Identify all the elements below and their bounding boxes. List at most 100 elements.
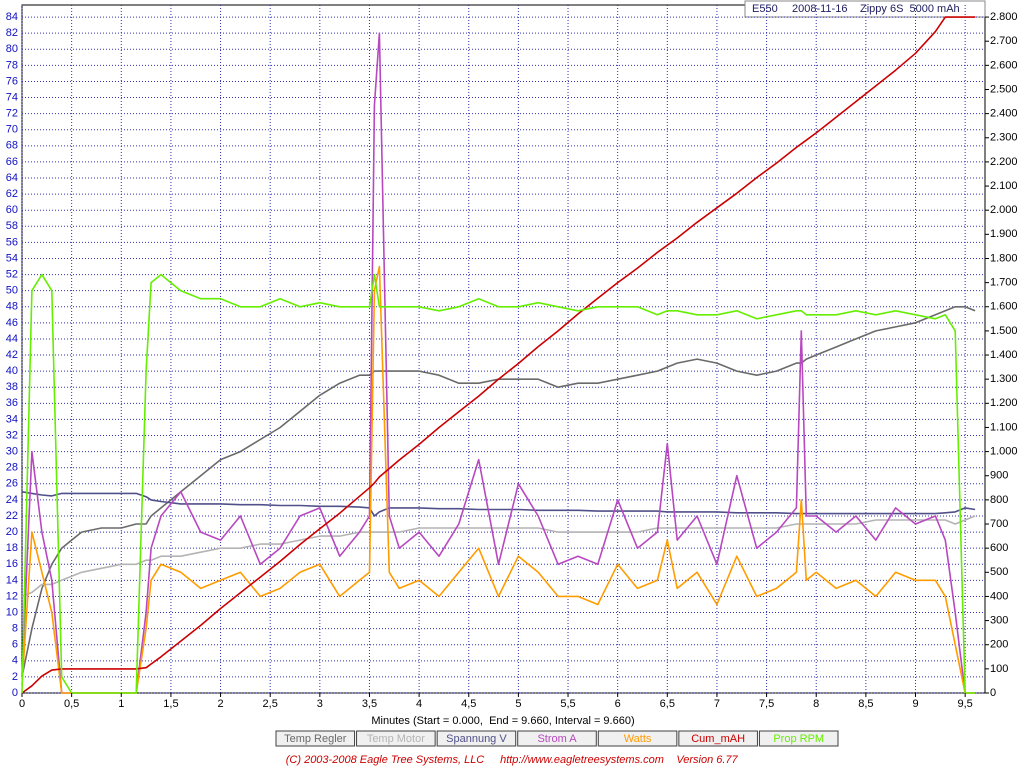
y-tick-label: 18 <box>6 542 18 554</box>
legend-label: Temp Regler <box>284 733 347 745</box>
y-tick-label: 68 <box>6 140 18 152</box>
header-subtitle: Zippy 6S 5000 mAh <box>860 3 960 15</box>
legend-button <box>275 730 356 747</box>
y-tick-label: 14 <box>6 574 18 586</box>
y2-tick-label: 0 <box>990 687 996 699</box>
y-tick-label: 46 <box>6 317 18 329</box>
x-tick-label: 9,5 <box>957 698 972 710</box>
legend-label: Temp Motor <box>367 733 425 745</box>
y-tick-label: 78 <box>6 59 18 71</box>
y2-tick-label: 2.600 <box>990 59 1018 71</box>
y-tick-label: 12 <box>6 590 18 602</box>
x-tick-label: 6,5 <box>660 698 675 710</box>
y2-tick-label: 1.100 <box>990 421 1018 433</box>
y2-tick-label: 2.500 <box>990 83 1018 95</box>
legend-label: Cum_mAH <box>691 733 745 745</box>
y-tick-label: 60 <box>6 204 18 216</box>
y2-tick-label: 500 <box>990 566 1008 578</box>
y-tick-label: 62 <box>6 188 18 200</box>
y-tick-label: 56 <box>6 236 18 248</box>
y-tick-label: 64 <box>6 172 18 184</box>
y2-tick-label: 1.000 <box>990 446 1018 458</box>
y2-tick-label: 700 <box>990 518 1008 530</box>
legend-label: Watts <box>624 733 652 745</box>
y-tick-label: 30 <box>6 446 18 458</box>
y-tick-label: 24 <box>6 494 18 506</box>
x-tick-label: 1 <box>118 698 124 710</box>
y-tick-label: 8 <box>12 623 18 635</box>
y-tick-label: 42 <box>6 349 18 361</box>
y2-tick-label: 300 <box>990 614 1008 626</box>
x-tick-label: 7 <box>714 698 720 710</box>
x-tick-label: 4,5 <box>461 698 476 710</box>
y-tick-label: 70 <box>6 124 18 136</box>
y-tick-label: 10 <box>6 606 18 618</box>
y-tick-label: 80 <box>6 43 18 55</box>
x-tick-label: 4 <box>416 698 422 710</box>
y2-tick-label: 1.800 <box>990 252 1018 264</box>
y-tick-label: 72 <box>6 108 18 120</box>
x-tick-label: 3,5 <box>362 698 377 710</box>
y-tick-label: 50 <box>6 285 18 297</box>
x-tick-label: 8 <box>813 698 819 710</box>
x-axis-label: Minutes (Start = 0.000, End = 9.660, Int… <box>371 715 634 727</box>
y-tick-label: 16 <box>6 558 18 570</box>
series-line <box>21 16 976 694</box>
y2-tick-label: 2.200 <box>990 156 1018 168</box>
y2-tick-label: 200 <box>990 639 1008 651</box>
x-tick-label: 9 <box>912 698 918 710</box>
series-line <box>21 491 976 517</box>
y-tick-label: 82 <box>6 27 18 39</box>
version: Version 6.77 <box>676 754 738 766</box>
y-tick-label: 74 <box>6 91 18 103</box>
y2-tick-label: 1.700 <box>990 277 1018 289</box>
y2-tick-label: 2.700 <box>990 35 1018 47</box>
x-tick-label: 8,5 <box>858 698 873 710</box>
legend-button <box>356 730 436 747</box>
series-line <box>21 515 976 598</box>
url: http://www.eagletreesystems.com <box>500 754 664 766</box>
y2-tick-label: 1.500 <box>990 325 1018 337</box>
x-tick-label: 2,5 <box>263 698 278 710</box>
y2-tick-label: 100 <box>990 663 1008 675</box>
y-tick-label: 34 <box>6 413 18 425</box>
series-line <box>21 273 976 694</box>
legend-button <box>597 730 678 747</box>
x-tick-label: 1,5 <box>163 698 178 710</box>
series-lines <box>21 16 976 694</box>
legend-label: Spannung V <box>446 733 507 745</box>
y2-tick-label: 1.200 <box>990 397 1018 409</box>
x-tick-label: 5 <box>515 698 521 710</box>
series-line <box>21 32 976 694</box>
y-tick-label: 2 <box>12 671 18 683</box>
y-tick-label: 54 <box>6 252 18 264</box>
y-tick-label: 0 <box>12 687 18 699</box>
legend-label: Prop RPM <box>773 733 824 745</box>
y2-tick-label: 600 <box>990 542 1008 554</box>
legend-button <box>517 730 597 747</box>
x-tick-label: 2 <box>217 698 223 710</box>
y2-tick-label: 800 <box>990 494 1008 506</box>
series-line <box>21 265 976 694</box>
x-tick-label: 7,5 <box>759 698 774 710</box>
y-tick-label: 26 <box>6 478 18 490</box>
y-tick-label: 6 <box>12 639 18 651</box>
y2-tick-label: 400 <box>990 590 1008 602</box>
y-tick-label: 20 <box>6 526 18 538</box>
y-tick-label: 38 <box>6 381 18 393</box>
y-tick-label: 58 <box>6 220 18 232</box>
legend: Temp Regler Temp Motor Spannung V Strom A Wa… <box>275 730 839 747</box>
x-tick-label: 0 <box>19 698 25 710</box>
x-tick-label: 3 <box>317 698 323 710</box>
y2-tick-label: 900 <box>990 470 1008 482</box>
legend-button <box>758 730 839 747</box>
header-date: 2008-11-16 <box>792 3 847 15</box>
y-tick-label: 66 <box>6 156 18 168</box>
y2-tick-label: 2.100 <box>990 180 1018 192</box>
y-tick-label: 76 <box>6 75 18 87</box>
y-tick-label: 28 <box>6 462 18 474</box>
x-tick-label: 5,5 <box>560 698 575 710</box>
grid <box>21 5 985 694</box>
